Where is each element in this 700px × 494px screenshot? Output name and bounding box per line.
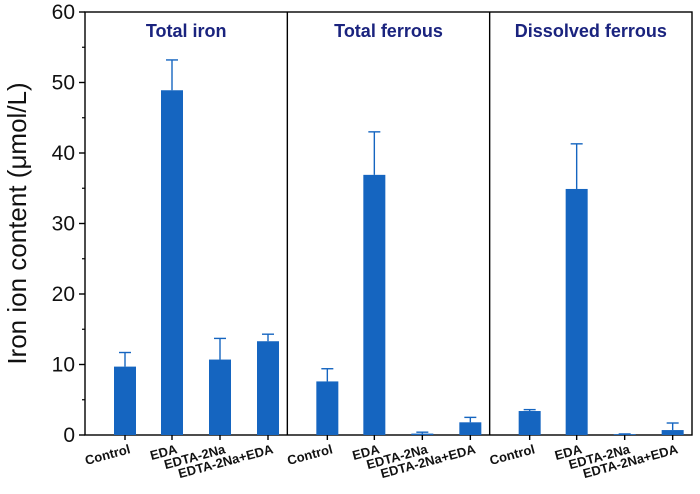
bars <box>114 90 684 436</box>
panel-titles: Total iron Total ferrous Dissolved ferrous <box>146 21 667 41</box>
y-tick-label: 50 <box>52 72 75 95</box>
bar <box>661 430 684 435</box>
panel-title: Total ferrous <box>334 21 443 41</box>
x-tick-label: Control <box>488 441 537 467</box>
x-tick-label: EDA <box>351 441 382 463</box>
bar <box>209 359 231 435</box>
error-bars <box>119 59 679 435</box>
bar <box>114 366 136 435</box>
y-axis-label: Iron ion content (μmol/L) <box>2 82 32 364</box>
bar <box>518 411 541 435</box>
y-tick-label: 10 <box>52 354 75 377</box>
y-axis: 0 10 20 30 40 50 60 <box>52 1 85 447</box>
bar <box>363 174 386 436</box>
panel-title: Total iron <box>146 21 227 41</box>
y-tick-label: 60 <box>52 1 75 24</box>
bar <box>257 341 279 435</box>
x-tick-label: Control <box>83 441 132 467</box>
bar <box>411 433 434 435</box>
bar <box>459 422 482 435</box>
panel-title: Dissolved ferrous <box>515 21 667 41</box>
y-tick-label: 20 <box>52 283 75 306</box>
panel-separators <box>286 12 491 435</box>
bar <box>565 188 588 435</box>
x-tick-label: Control <box>286 441 335 467</box>
y-tick-label: 30 <box>52 213 75 236</box>
y-tick-label: 40 <box>52 142 75 165</box>
x-tick-label: EDA <box>553 441 584 463</box>
x-tick-label: EDA <box>148 441 179 463</box>
bar <box>161 90 183 435</box>
bar <box>316 381 339 435</box>
y-tick-label: 0 <box>63 424 75 447</box>
